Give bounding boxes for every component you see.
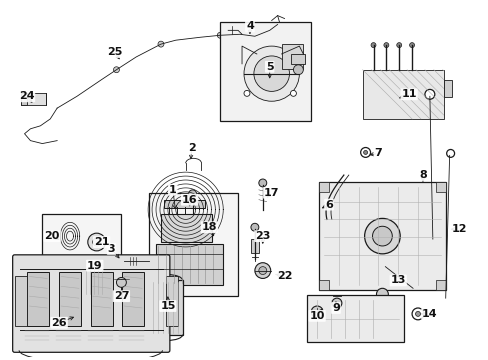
Circle shape bbox=[370, 42, 375, 48]
Bar bbox=[250, 239, 258, 253]
Bar bbox=[15, 276, 26, 326]
Text: 9: 9 bbox=[331, 303, 339, 313]
Text: 17: 17 bbox=[264, 188, 279, 198]
Circle shape bbox=[250, 223, 258, 231]
Circle shape bbox=[158, 41, 163, 47]
Text: 2: 2 bbox=[187, 144, 195, 153]
Bar bbox=[220, 22, 310, 121]
Circle shape bbox=[415, 311, 420, 316]
Circle shape bbox=[253, 56, 289, 91]
Bar bbox=[59, 271, 81, 326]
Text: 15: 15 bbox=[160, 301, 175, 311]
Circle shape bbox=[88, 233, 105, 251]
Circle shape bbox=[396, 42, 401, 48]
Circle shape bbox=[254, 263, 270, 278]
Circle shape bbox=[114, 256, 124, 266]
FancyBboxPatch shape bbox=[13, 255, 169, 352]
Bar bbox=[435, 280, 445, 290]
Text: 7: 7 bbox=[374, 148, 382, 158]
Bar bbox=[443, 80, 451, 97]
Text: 26: 26 bbox=[51, 318, 67, 328]
Circle shape bbox=[217, 32, 223, 38]
Circle shape bbox=[244, 90, 249, 96]
Bar bbox=[149, 193, 238, 296]
Circle shape bbox=[290, 90, 296, 96]
Bar bbox=[319, 280, 328, 290]
Circle shape bbox=[328, 211, 342, 224]
Circle shape bbox=[424, 89, 434, 99]
Text: 22: 22 bbox=[276, 271, 292, 282]
Bar bbox=[165, 276, 178, 326]
Text: 23: 23 bbox=[255, 231, 270, 241]
Bar bbox=[27, 271, 49, 326]
Bar bbox=[319, 182, 445, 290]
Text: 21: 21 bbox=[94, 237, 109, 247]
Text: 6: 6 bbox=[325, 199, 332, 210]
Text: 20: 20 bbox=[44, 231, 60, 241]
Bar bbox=[20, 93, 27, 105]
Text: 4: 4 bbox=[245, 21, 253, 31]
Circle shape bbox=[258, 179, 266, 187]
Text: 14: 14 bbox=[421, 309, 437, 319]
Text: 27: 27 bbox=[113, 291, 129, 301]
Text: 8: 8 bbox=[418, 170, 426, 180]
Circle shape bbox=[409, 42, 414, 48]
Text: 5: 5 bbox=[265, 62, 273, 72]
Bar bbox=[122, 271, 144, 326]
Circle shape bbox=[188, 190, 196, 198]
Circle shape bbox=[258, 267, 266, 275]
Text: 24: 24 bbox=[19, 91, 34, 101]
Text: 25: 25 bbox=[106, 47, 122, 57]
Bar bbox=[20, 93, 46, 105]
Bar bbox=[91, 271, 112, 326]
Bar bbox=[435, 182, 445, 192]
Circle shape bbox=[93, 238, 101, 246]
Bar bbox=[83, 259, 108, 296]
Circle shape bbox=[360, 148, 370, 157]
Circle shape bbox=[244, 46, 299, 101]
Circle shape bbox=[411, 308, 423, 320]
Circle shape bbox=[310, 306, 323, 318]
Circle shape bbox=[331, 298, 341, 308]
Text: 11: 11 bbox=[401, 89, 416, 99]
Text: 18: 18 bbox=[201, 222, 217, 232]
Circle shape bbox=[372, 226, 391, 246]
Circle shape bbox=[293, 65, 303, 75]
Bar bbox=[161, 215, 212, 242]
Text: 12: 12 bbox=[451, 224, 467, 234]
Circle shape bbox=[113, 67, 119, 73]
Bar bbox=[42, 215, 121, 262]
Circle shape bbox=[159, 284, 174, 300]
Bar bbox=[319, 182, 328, 192]
Text: 19: 19 bbox=[87, 261, 102, 271]
Bar bbox=[151, 280, 183, 334]
Text: 16: 16 bbox=[182, 195, 197, 205]
Bar bbox=[163, 200, 205, 208]
Text: 1: 1 bbox=[168, 185, 176, 195]
Text: 13: 13 bbox=[390, 275, 405, 285]
Circle shape bbox=[446, 149, 454, 157]
Text: 10: 10 bbox=[309, 311, 324, 321]
Bar bbox=[306, 295, 404, 342]
Bar bbox=[156, 244, 223, 285]
Text: 3: 3 bbox=[107, 244, 115, 254]
Circle shape bbox=[376, 288, 387, 300]
Circle shape bbox=[364, 219, 399, 254]
Circle shape bbox=[383, 42, 388, 48]
Circle shape bbox=[363, 150, 367, 154]
Bar bbox=[362, 70, 443, 119]
Bar bbox=[281, 44, 303, 69]
Bar bbox=[291, 54, 305, 64]
Circle shape bbox=[116, 278, 126, 287]
